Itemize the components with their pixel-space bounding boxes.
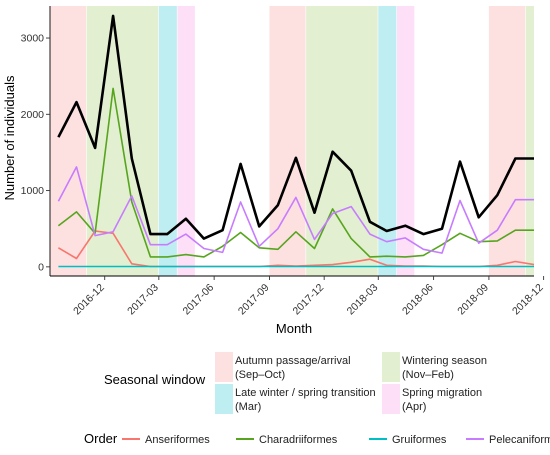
x-tick-label: 2018-03 [345, 282, 381, 318]
x-tick-label: 2018-12 [510, 282, 546, 318]
y-tick-label: 1000 [21, 185, 45, 197]
series-line-charadriiformes [57, 87, 534, 258]
x-tick-label: 2018-09 [455, 282, 491, 318]
seasonal-legend-key-late_winter [215, 384, 233, 414]
season-band-autumn [50, 6, 87, 276]
x-tick-label: 2017-06 [181, 282, 217, 318]
seasonal-legend-label: Wintering season [402, 355, 487, 367]
order-legend: Order Anseriformes Charadriiformes Gruifor… [84, 431, 550, 446]
series-line-pelecaniformes [57, 166, 534, 254]
series-line-total [57, 14, 534, 240]
seasonal-legend: Seasonal window Autumn passage/arrival (S… [104, 352, 487, 414]
order-legend-label: Charadriiformes [259, 434, 338, 446]
x-tick-label: 2018-06 [400, 282, 436, 318]
seasonal-legend-key-winter [382, 352, 400, 382]
x-axis-title: Month [276, 321, 312, 336]
x-tick-label: 2017-09 [236, 282, 272, 318]
seasonal-legend-items: Autumn passage/arrival (Sep–Oct) Wintering… [215, 352, 487, 414]
seasonal-legend-key-autumn [215, 352, 233, 382]
season-band-winter [525, 6, 534, 276]
order-legend-label: Gruiformes [392, 434, 447, 446]
seasonal-legend-key-spring [382, 384, 400, 414]
season-band-spring [396, 6, 415, 276]
seasonal-legend-title: Seasonal window [104, 372, 206, 387]
y-tick-label: 3000 [21, 33, 45, 45]
y-tick-label: 2000 [21, 109, 45, 121]
seasonal-legend-label: Late winter / spring transition [235, 387, 376, 399]
x-tick-label: 2017-12 [291, 282, 327, 318]
season-band-spring [177, 6, 195, 276]
season-band-late_winter [158, 6, 177, 276]
seasonal-legend-sublabel: (Sep–Oct) [235, 369, 285, 381]
seasonal-legend-sublabel: (Mar) [235, 401, 261, 413]
series-lines [57, 14, 535, 268]
season-band-late_winter [378, 6, 397, 276]
x-tick-label: 2017-03 [125, 282, 161, 318]
order-legend-label: Pelecaniformes [489, 434, 550, 446]
season-band-winter [306, 6, 378, 276]
seasonal-legend-sublabel: (Nov–Feb) [402, 369, 454, 381]
order-legend-label: Anseriformes [145, 434, 210, 446]
seasonal-legend-sublabel: (Apr) [402, 401, 426, 413]
order-legend-title: Order [84, 431, 118, 446]
x-tick-label: 2016-12 [71, 282, 107, 318]
seasonal-legend-label: Autumn passage/arrival [235, 355, 351, 367]
order-legend-items: Anseriformes Charadriiformes Gruiformes Pel… [122, 434, 550, 446]
y-tick-label: 0 [38, 261, 44, 273]
y-axis-title: Number of individuals [2, 75, 17, 201]
seasonal-legend-label: Spring migration [402, 387, 482, 399]
